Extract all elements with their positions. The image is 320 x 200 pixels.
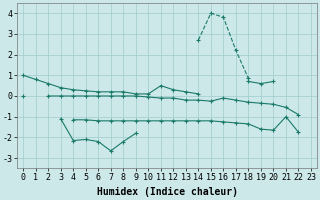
X-axis label: Humidex (Indice chaleur): Humidex (Indice chaleur) (97, 187, 237, 197)
